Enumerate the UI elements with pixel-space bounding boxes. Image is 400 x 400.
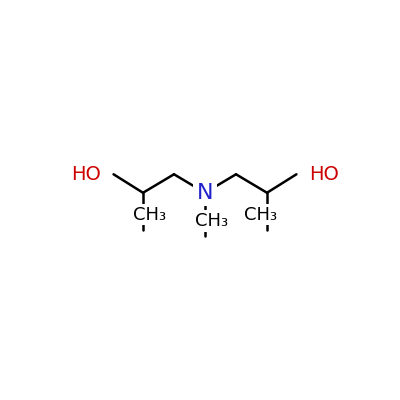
- Text: CH₃: CH₃: [244, 206, 277, 224]
- Text: N: N: [197, 183, 213, 203]
- Text: HO: HO: [71, 165, 101, 184]
- Text: CH₃: CH₃: [133, 206, 166, 224]
- Text: HO: HO: [309, 165, 339, 184]
- Text: CH₃: CH₃: [195, 212, 228, 230]
- Text: N: N: [197, 183, 213, 203]
